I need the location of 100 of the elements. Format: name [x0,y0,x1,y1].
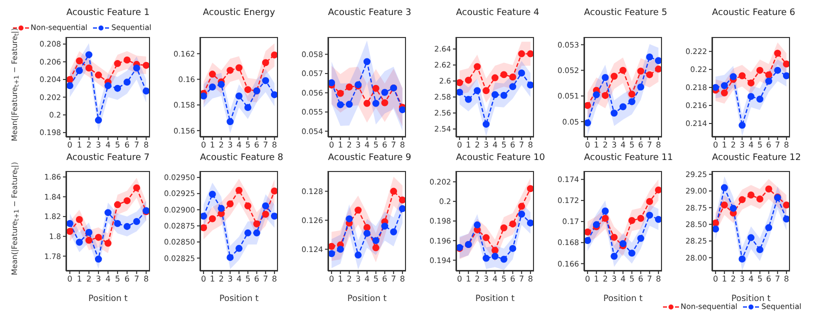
chart-title: Acoustic Feature 7 [66,153,150,163]
x-tick-label: 3 [740,274,745,284]
x-tick-label: 8 [144,140,149,150]
x-tick-label: 1 [210,274,215,284]
x-tick-label: 7 [775,274,780,284]
x-tick-label: 7 [134,140,140,150]
x-axis-title: Position t [731,294,772,304]
x-tick-label: 8 [528,274,533,284]
x-tick-label: 1 [722,140,727,150]
x-tick-label: 5 [757,274,762,284]
x-tick-label: 8 [784,140,789,150]
chart-title: Acoustic Feature 5 [583,8,668,20]
x-tick-label: 7 [391,274,396,284]
x-tick-label: 6 [382,274,388,284]
x-tick-label: 2 [218,140,224,150]
chart-title: Acoustic Feature 11 [584,153,674,163]
x-tick-label: 7 [519,274,524,284]
x-tick-label: 4 [620,274,626,284]
chart-title: Acoustic Feature 4 [455,8,540,20]
x-tick-label: 3 [96,140,101,150]
x-tick-label: 8 [656,274,661,284]
x-tick-label: 6 [766,140,772,150]
x-tick-label: 3 [740,140,745,150]
x-tick-label: 1 [338,140,343,150]
x-tick-label: 4 [236,140,242,150]
x-tick-label: 1 [76,274,82,284]
x-tick-label: 1 [466,140,471,150]
x-tick-label: 6 [124,140,130,150]
x-tick-label: 8 [784,274,789,284]
x-tick-label: 4 [748,140,754,150]
x-tick-label: 2 [86,140,92,150]
x-tick-label: 4 [364,274,370,284]
x-tick-label: 0 [585,140,590,150]
x-tick-label: 8 [400,274,405,284]
chart-title: Acoustic Feature 12 [712,153,802,163]
x-tick-label: 5 [501,140,506,150]
x-tick-label: 6 [638,274,644,284]
x-axis-title: Position t [219,294,260,304]
x-tick-label: 0 [329,140,334,150]
x-tick-label: 0 [67,274,72,284]
x-tick-label: 1 [210,140,215,150]
x-tick-label: 6 [766,274,772,284]
chart-title: Acoustic Energy [202,8,276,20]
x-tick-label: 2 [474,274,480,284]
x-tick-label: 5 [115,140,120,150]
x-tick-label: 3 [228,140,233,150]
x-axis-title: Position t [347,294,388,304]
x-axis-title: Position t [475,294,516,304]
x-tick-label: 0 [457,140,462,150]
x-tick-label: 5 [373,274,378,284]
x-tick-label: 2 [346,140,352,150]
x-tick-label: 4 [236,274,242,284]
x-tick-label: 7 [391,140,396,150]
x-tick-label: 4 [105,274,111,284]
x-tick-label: 2 [730,140,736,150]
x-tick-label: 8 [272,140,277,150]
x-tick-label: 1 [722,274,727,284]
x-tick-label: 6 [510,140,516,150]
x-tick-label: 5 [629,140,634,150]
x-tick-label: 6 [510,274,516,284]
x-tick-label: 3 [228,274,233,284]
x-tick-label: 6 [382,140,388,150]
x-tick-label: 7 [263,274,268,284]
x-tick-label: 4 [492,140,498,150]
x-tick-label: 8 [144,274,149,284]
x-tick-label: 4 [620,140,626,150]
chart-title: Acoustic Feature 1 [65,8,151,20]
x-tick-label: 6 [638,140,644,150]
x-tick-label: 5 [629,274,634,284]
x-tick-label: 0 [585,274,590,284]
x-tick-label: 8 [656,140,661,150]
x-tick-label: 1 [594,274,599,284]
x-tick-label: 5 [373,140,378,150]
x-tick-label: 3 [356,274,361,284]
x-tick-label: 3 [484,140,489,150]
chart-title: Acoustic Feature 6 [711,8,796,20]
x-tick-label: 1 [76,140,82,150]
x-tick-label: 0 [201,274,206,284]
x-tick-label: 0 [457,274,462,284]
x-tick-label: 8 [400,140,405,150]
x-tick-label: 5 [245,140,250,150]
x-tick-label: 6 [124,274,130,284]
chart-title: Acoustic Feature 10 [455,153,546,165]
x-tick-label: 5 [115,274,120,284]
x-tick-label: 2 [474,140,480,150]
x-tick-label: 7 [647,274,652,284]
x-tick-label: 4 [492,274,498,284]
x-tick-label: 0 [201,140,206,150]
chart-title: Acoustic Feature 3 [327,8,412,20]
x-tick-label: 7 [263,140,268,150]
x-tick-label: 7 [519,140,524,150]
x-tick-label: 1 [466,274,471,284]
x-tick-label: 5 [501,274,506,284]
chart-title: Acoustic Feature 9 [327,153,412,165]
x-tick-label: 4 [748,274,754,284]
x-tick-label: 5 [245,274,250,284]
x-tick-label: 0 [713,274,718,284]
x-tick-label: 1 [594,140,599,150]
x-tick-label: 0 [67,140,72,150]
x-tick-label: 0 [329,274,334,284]
